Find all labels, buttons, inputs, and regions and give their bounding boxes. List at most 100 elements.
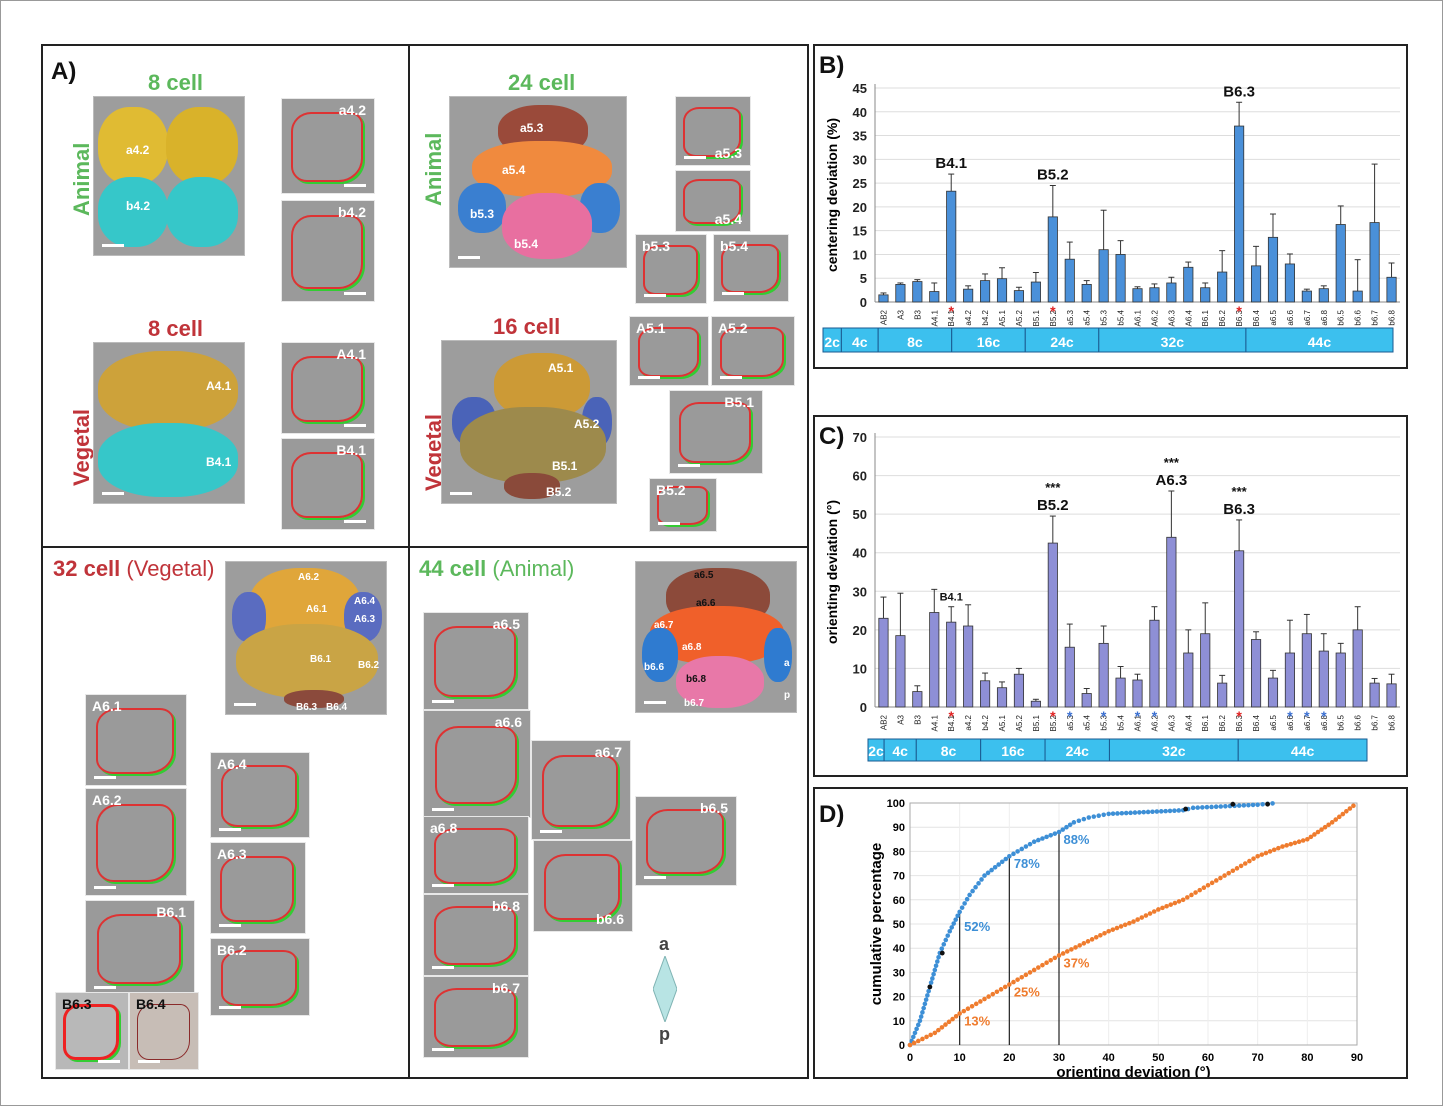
- data-point: [989, 867, 994, 873]
- bar: [980, 680, 991, 708]
- data-point: [998, 987, 1004, 992]
- data-point: [1064, 949, 1070, 954]
- render-label: a: [784, 658, 790, 669]
- data-point: [978, 999, 983, 1004]
- render-44cell: a6.5 a6.7 a6.6 a6.8 b6.6 b6.8 b6.7 a p: [635, 561, 797, 713]
- x-tick-label: a5.4: [1083, 309, 1092, 325]
- x-tick-label: b6.7: [1371, 309, 1380, 325]
- y-tick-label: 45: [853, 81, 867, 96]
- data-point: [1007, 982, 1012, 987]
- data-point: [1069, 947, 1074, 952]
- data-point: [1234, 866, 1240, 871]
- y-tick-label: 30: [853, 584, 867, 599]
- bar: [1335, 224, 1346, 303]
- data-point: [979, 877, 984, 882]
- data-point: [1027, 970, 1033, 975]
- bar: [1132, 679, 1143, 708]
- group-label: 24c: [1066, 743, 1090, 759]
- significance-label: ***: [1045, 480, 1061, 495]
- bar-annotation: B5.2: [1037, 497, 1069, 514]
- data-point: [1213, 878, 1219, 883]
- data-point: [1096, 813, 1102, 819]
- data-point: [1222, 873, 1227, 878]
- blue-star-marker: *: [1304, 708, 1310, 724]
- data-point: [928, 1032, 933, 1038]
- x-tick-label: a4.2: [964, 309, 973, 325]
- data-point: [1238, 863, 1244, 869]
- y-tick-label: 25: [853, 176, 867, 191]
- group-label: 4c: [892, 743, 908, 759]
- data-point: [1288, 841, 1294, 847]
- data-point: [1036, 837, 1041, 843]
- bar: [1369, 222, 1380, 303]
- data-point: [1145, 809, 1151, 815]
- data-point: [1115, 811, 1120, 816]
- data-point: [1218, 875, 1223, 881]
- data-point: [1067, 822, 1073, 828]
- x-tick-label: B6.1: [1201, 309, 1210, 326]
- panel-c: C) 0 10 20 30 40 50 60 70 orienting deviation (°…: [813, 415, 1408, 777]
- y-tick-label: 50: [893, 919, 905, 931]
- x-tick-label: a6.6: [1286, 714, 1295, 730]
- y-tick-label: 15: [853, 224, 867, 239]
- bar: [1047, 216, 1058, 303]
- bar: [1166, 282, 1177, 303]
- data-point: [1276, 845, 1281, 851]
- x-tick-label: B6.4: [1252, 309, 1261, 326]
- data-point: [1326, 822, 1331, 828]
- data-point: [1110, 811, 1116, 816]
- bar: [912, 281, 923, 303]
- bar: [1115, 677, 1126, 708]
- render-label: a6.6: [696, 598, 716, 609]
- data-point: [973, 884, 978, 890]
- y-axis-title: cumulative percentage: [868, 843, 885, 1006]
- x-tick-label: 90: [1351, 1052, 1363, 1064]
- bar: [1318, 288, 1329, 303]
- micro-B6-4: B6.4: [129, 992, 199, 1070]
- bar: [1335, 652, 1346, 708]
- x-tick-label: A5.1: [998, 714, 1007, 731]
- x-tick-label: 50: [1152, 1052, 1164, 1064]
- data-point: [1255, 853, 1260, 859]
- data-point: [915, 1022, 921, 1028]
- group-label: 2c: [824, 334, 840, 350]
- render-label: B5.1: [552, 459, 578, 473]
- data-point: [921, 1005, 926, 1011]
- panel-a-label: A): [51, 58, 77, 85]
- render-label: a4.2: [126, 143, 150, 157]
- render-label: A6.1: [306, 604, 328, 615]
- render-label: a5.4: [502, 163, 526, 177]
- data-point: [1329, 820, 1335, 825]
- y-tick-label: 0: [860, 700, 867, 715]
- data-point: [1114, 925, 1120, 931]
- data-point: [1007, 853, 1012, 859]
- bar: [1166, 536, 1177, 708]
- data-point: [939, 950, 945, 956]
- data-point: [1271, 847, 1277, 853]
- data-point: [947, 928, 953, 934]
- y-tick-label: 20: [853, 623, 867, 638]
- y-tick-label: 40: [853, 105, 867, 120]
- data-point: [1322, 824, 1328, 830]
- red-star-marker: *: [1050, 708, 1056, 724]
- data-point: [1044, 834, 1049, 840]
- y-tick-label: 30: [893, 967, 905, 979]
- data-point: [967, 892, 972, 898]
- render-label: b5.3: [470, 207, 495, 221]
- x-tick-label: 80: [1301, 1052, 1313, 1064]
- data-point: [1023, 844, 1029, 849]
- data-point: [922, 1001, 928, 1007]
- micro-A5-1: A5.1: [629, 316, 709, 386]
- data-point: [932, 1030, 938, 1036]
- data-point: [1193, 890, 1198, 895]
- x-tick-label: a6.6: [1286, 309, 1295, 325]
- percent-annotation: 13%: [964, 1014, 990, 1029]
- percent-annotation: 88%: [1063, 832, 1089, 847]
- bar: [1183, 266, 1194, 303]
- bar: [1250, 265, 1262, 303]
- data-point: [912, 1030, 918, 1036]
- data-point: [1267, 849, 1273, 854]
- data-point: [1151, 909, 1157, 914]
- x-tick-label: 60: [1202, 1052, 1214, 1064]
